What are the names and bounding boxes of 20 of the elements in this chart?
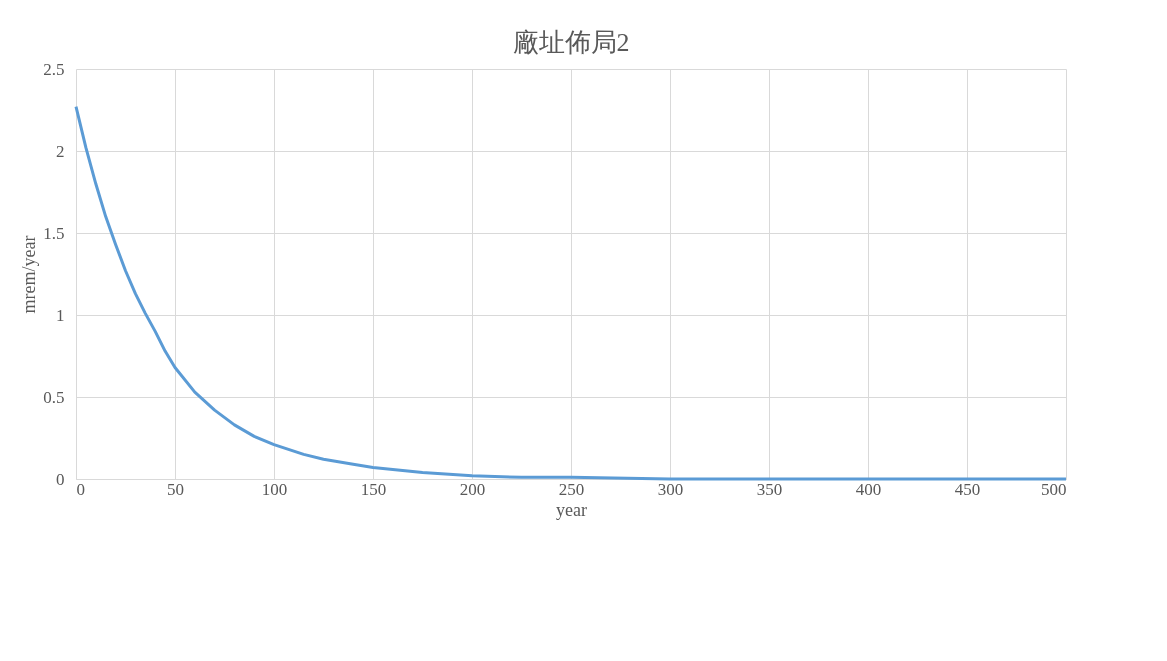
- y-axis-title: mrem/year: [19, 235, 40, 314]
- x-tick-label: 250: [558, 479, 585, 499]
- y-tick-label: 1.5: [43, 223, 65, 243]
- y-tick-label: 2.5: [43, 59, 65, 79]
- line-series: [74, 105, 1068, 481]
- x-tick-label: 350: [756, 479, 783, 499]
- x-tick-label: 150: [360, 479, 387, 499]
- x-tick-label: 500: [1041, 479, 1067, 499]
- x-tick-label: 300: [657, 479, 684, 499]
- x-tick-label: 400: [855, 479, 882, 499]
- y-tick-label: 2: [56, 141, 65, 161]
- x-tick-label: 450: [954, 479, 981, 499]
- y-tick-label: 0.5: [43, 387, 65, 407]
- y-tick-label: 1: [56, 305, 65, 325]
- x-tick-label: 100: [261, 479, 288, 499]
- x-tick-label: 200: [459, 479, 486, 499]
- x-tick-label: 50: [167, 479, 184, 499]
- x-axis-title: year: [556, 499, 587, 520]
- chart-title: 廠址佈局2: [512, 28, 630, 57]
- x-tick-label: 0: [76, 479, 85, 499]
